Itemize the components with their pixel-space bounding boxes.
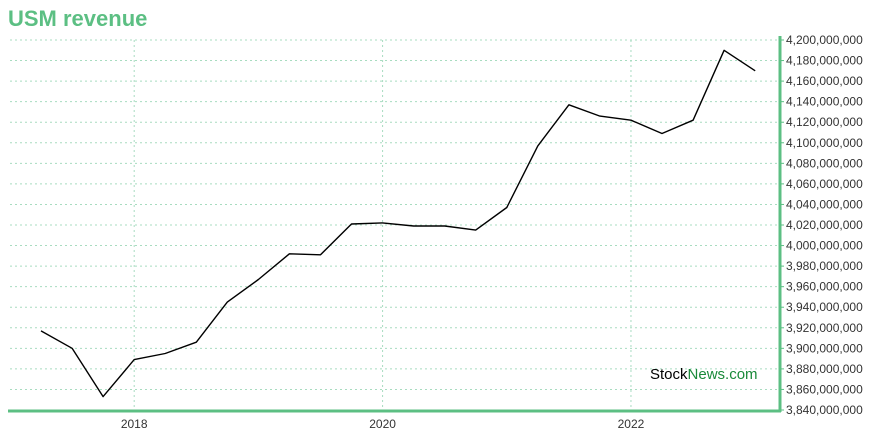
y-tick-label: 4,000,000,000 <box>786 239 863 253</box>
y-tick-label: 4,160,000,000 <box>786 74 863 88</box>
data-point <box>102 395 105 398</box>
y-tick-label: 4,080,000,000 <box>786 156 863 170</box>
data-point <box>70 347 73 350</box>
y-tick-label: 3,920,000,000 <box>786 321 863 335</box>
data-point <box>381 221 384 224</box>
data-point <box>443 224 446 227</box>
watermark-com: .com <box>725 366 758 383</box>
data-point <box>598 114 601 117</box>
y-tick-label: 4,100,000,000 <box>786 136 863 150</box>
data-point <box>164 352 167 355</box>
data-point <box>319 253 322 256</box>
y-tick-label: 3,880,000,000 <box>786 362 863 376</box>
y-tick-label: 4,040,000,000 <box>786 197 863 211</box>
y-tick-label: 4,020,000,000 <box>786 218 863 232</box>
data-point <box>723 49 726 52</box>
axes <box>8 36 782 413</box>
data-point <box>567 103 570 106</box>
series-layer <box>39 49 757 398</box>
data-point <box>133 358 136 361</box>
data-point <box>505 206 508 209</box>
data-point <box>288 252 291 255</box>
y-tick-label: 4,180,000,000 <box>786 54 863 68</box>
data-point <box>629 119 632 122</box>
watermark: StockNews.com <box>650 366 758 383</box>
watermark-news: News <box>688 366 726 383</box>
y-tick-label: 4,140,000,000 <box>786 95 863 109</box>
data-point <box>226 300 229 303</box>
series-line <box>40 49 756 398</box>
y-tick-label: 3,900,000,000 <box>786 341 863 355</box>
y-tick-label: 3,960,000,000 <box>786 280 863 294</box>
y-tick-label: 4,060,000,000 <box>786 177 863 191</box>
data-point <box>660 132 663 135</box>
x-tick-label: 2018 <box>121 417 148 431</box>
x-axis-ticks: 2018 2020 2022 <box>121 417 645 431</box>
chart-title: USM revenue <box>8 6 148 31</box>
y-tick-label: 4,120,000,000 <box>786 115 863 129</box>
data-point <box>350 222 353 225</box>
data-point <box>412 224 415 227</box>
y-tick-label: 4,200,000,000 <box>786 33 863 47</box>
watermark-stock: Stock <box>650 366 688 383</box>
x-tick-label: 2022 <box>618 417 645 431</box>
y-tick-label: 3,860,000,000 <box>786 382 863 396</box>
y-tick-label: 3,840,000,000 <box>786 403 863 417</box>
data-point <box>39 329 42 332</box>
y-axis-ticks: 3,840,000,000 3,860,000,000 3,880,000,000 3… <box>780 33 863 417</box>
data-point <box>754 69 757 72</box>
y-tick-label: 3,980,000,000 <box>786 259 863 273</box>
data-point <box>195 341 198 344</box>
grid-lines <box>10 39 780 411</box>
y-tick-label: 3,940,000,000 <box>786 300 863 314</box>
x-tick-label: 2020 <box>369 417 396 431</box>
data-point <box>257 278 260 281</box>
data-point <box>536 144 539 147</box>
data-point <box>691 119 694 122</box>
data-point <box>474 229 477 232</box>
